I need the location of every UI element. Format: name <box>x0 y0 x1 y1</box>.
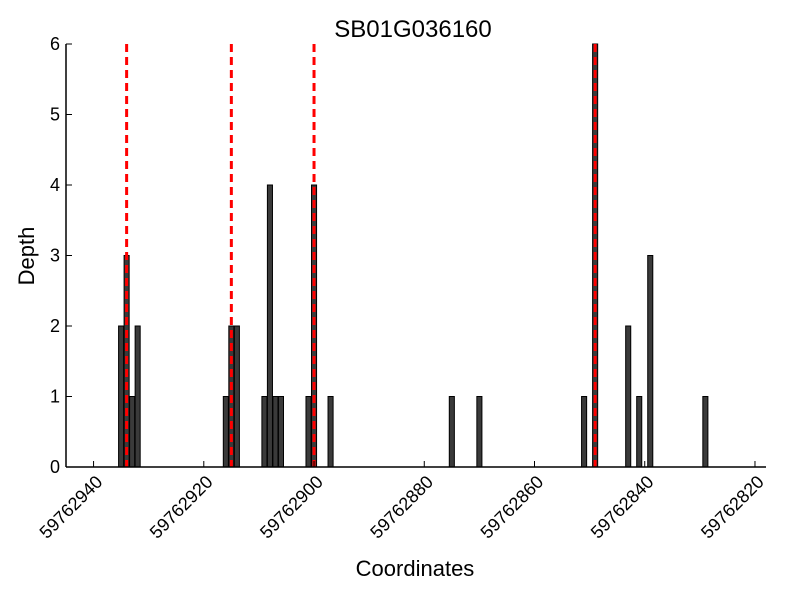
depth-bar <box>272 396 279 468</box>
depth-bar <box>625 325 632 468</box>
axes-layer: 0 1 2 3 4 5 6 59762940 59762920 59762900 59762880 5… <box>36 34 768 542</box>
depth-bar <box>222 396 229 468</box>
x-tick-label: 59762880 <box>366 472 437 543</box>
depth-bar <box>647 255 654 468</box>
depth-bar <box>261 396 268 468</box>
depth-bar <box>476 396 483 468</box>
depth-bar <box>448 396 455 468</box>
markers-layer <box>125 44 597 467</box>
y-tick-label: 4 <box>50 175 60 195</box>
chart-title: SB01G036160 <box>334 16 491 43</box>
depth-bar <box>129 396 136 468</box>
y-tick-label: 2 <box>50 316 60 336</box>
y-tick-label: 1 <box>50 387 60 407</box>
x-tick-label: 59762920 <box>146 472 217 543</box>
y-axis-label: Depth <box>14 227 39 286</box>
x-tick-label: 59762900 <box>256 472 327 543</box>
depth-bar <box>702 396 709 468</box>
y-tick-label: 6 <box>50 34 60 54</box>
depth-bar <box>233 325 240 468</box>
x-tick-label: 59762840 <box>587 472 658 543</box>
bars-layer <box>118 43 709 468</box>
depth-bar <box>327 396 334 468</box>
depth-bar <box>266 184 273 468</box>
depth-bar <box>277 396 284 468</box>
y-tick-label: 3 <box>50 246 60 266</box>
y-tick-label: 5 <box>50 105 60 125</box>
depth-bar <box>305 396 312 468</box>
x-tick-label: 59762860 <box>477 472 548 543</box>
depth-bar <box>636 396 643 468</box>
x-tick-label: 59762820 <box>697 472 768 543</box>
x-axis-label: Coordinates <box>356 556 475 581</box>
depth-bar <box>581 396 588 468</box>
y-tick-label: 0 <box>50 457 60 477</box>
x-tick-label: 59762940 <box>36 472 107 543</box>
depth-bar <box>118 325 125 468</box>
depth-bar <box>134 325 141 468</box>
